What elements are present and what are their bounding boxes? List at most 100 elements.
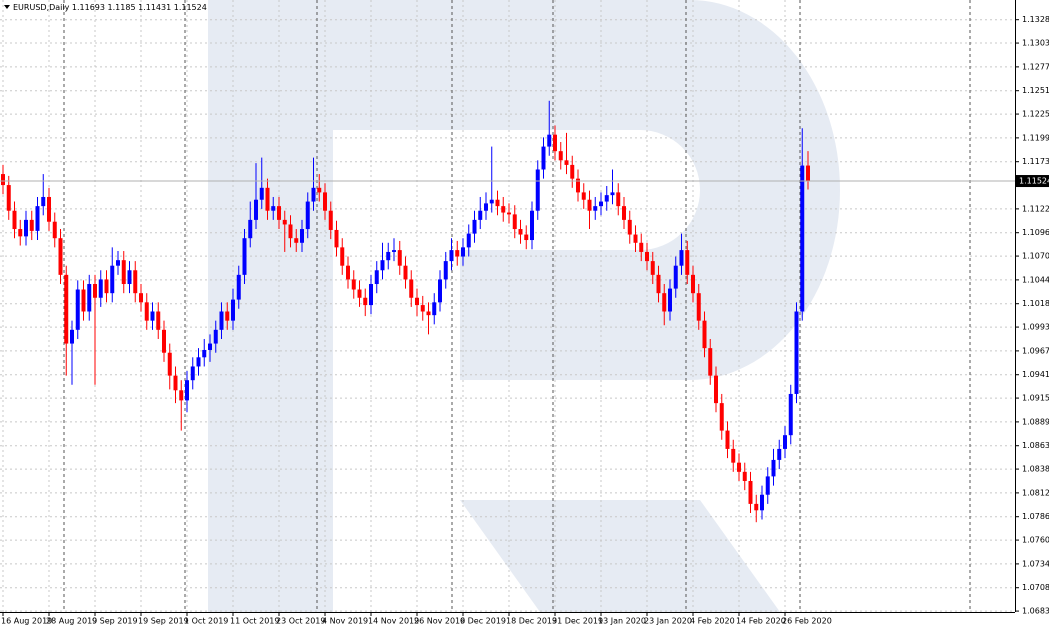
- candle-body: [587, 199, 592, 211]
- x-tick-label: 16 Aug 2019: [1, 617, 52, 626]
- price-label-box: [1016, 175, 1049, 188]
- candle-body: [432, 302, 437, 316]
- x-tick-label: 13 Jan 2020: [598, 617, 646, 626]
- candle-body: [340, 247, 345, 266]
- candle-body: [599, 201, 603, 207]
- candle-body: [1, 174, 5, 186]
- candle-body: [41, 196, 46, 207]
- candle-body: [236, 274, 241, 300]
- y-tick-label: 1.12770: [1022, 62, 1049, 71]
- candle-body: [783, 435, 787, 449]
- candle-body: [110, 265, 115, 294]
- candle-body: [541, 146, 546, 170]
- candle-body: [748, 480, 753, 504]
- candle-body: [742, 471, 747, 481]
- candle-body: [392, 250, 396, 252]
- candle-body: [627, 219, 632, 235]
- candle-body: [144, 302, 149, 321]
- header-low: 1.11431: [138, 3, 171, 12]
- candle-body: [167, 352, 172, 376]
- y-tick-label: 1.07085: [1022, 583, 1049, 592]
- candle-body: [472, 219, 477, 234]
- candle-body: [24, 219, 28, 237]
- x-tick-label: 4 Feb 2020: [690, 617, 735, 626]
- candle-body: [679, 250, 684, 266]
- x-tick-label: 26 Feb 2020: [782, 617, 832, 626]
- x-tick-label: 18 Dec 2019: [506, 617, 557, 626]
- candle-body: [478, 210, 483, 220]
- candle-body: [765, 476, 770, 495]
- x-tick-label: 19 Sep 2019: [138, 617, 189, 626]
- x-tick-label: 9 Sep 2019: [92, 617, 138, 626]
- candle-body: [443, 261, 448, 280]
- candle-body: [133, 270, 138, 294]
- candle-body: [363, 297, 368, 306]
- candle-body: [317, 187, 322, 193]
- y-tick-label: 1.08380: [1022, 465, 1049, 474]
- candle-body: [219, 311, 224, 330]
- x-tick-label: 28 Aug 2019: [46, 617, 97, 626]
- candle-body: [800, 165, 805, 312]
- candle-body: [570, 164, 575, 179]
- header-arrow: [4, 5, 10, 9]
- candle-body: [645, 251, 649, 262]
- y-tick-label: 1.11735: [1022, 157, 1049, 166]
- candle-body: [386, 251, 391, 261]
- candle-body: [300, 229, 304, 243]
- candle-body: [225, 311, 230, 321]
- x-tick-label: 14 Feb 2020: [736, 617, 786, 626]
- candle-body: [305, 201, 310, 230]
- candle-body: [771, 459, 776, 477]
- candle-body: [271, 206, 276, 211]
- candle-body: [231, 299, 235, 321]
- y-tick-label: 1.07345: [1022, 559, 1049, 568]
- y-tick-label: 1.07605: [1022, 536, 1049, 545]
- separators: [63, 0, 971, 612]
- candle-body: [403, 265, 408, 280]
- candle-body: [553, 134, 557, 152]
- candle-body: [685, 250, 690, 275]
- candle-body: [449, 250, 454, 262]
- candle-body: [208, 343, 212, 350]
- candle-body: [116, 260, 120, 266]
- candle-body: [52, 221, 57, 239]
- candle-body: [150, 311, 155, 321]
- y-tick-label: 1.11220: [1022, 204, 1049, 213]
- y-tick-label: 1.09155: [1022, 394, 1049, 403]
- candle-body: [328, 210, 333, 230]
- x-tick-label: 23 Jan 2020: [644, 617, 692, 626]
- candle-body: [282, 219, 287, 225]
- x-tick-label: 26 Nov 2019: [414, 617, 465, 626]
- candle-body: [35, 206, 40, 231]
- candle-body: [691, 274, 695, 294]
- candle-body: [530, 210, 534, 241]
- candle-body: [495, 199, 500, 207]
- candle-body: [760, 494, 764, 511]
- candle-body: [12, 210, 17, 230]
- candle-body: [639, 242, 644, 252]
- candle-body: [806, 165, 810, 182]
- y-tick-label: 1.12510: [1022, 86, 1049, 95]
- candle-body: [369, 284, 373, 306]
- candle-body: [196, 357, 201, 367]
- chart-header: EURUSD,Daily 1.11693 1.1185 1.11431 1.11…: [13, 3, 207, 12]
- candle-body: [754, 503, 759, 511]
- candle-body: [357, 289, 362, 298]
- y-tick-label: 1.11995: [1022, 133, 1049, 142]
- watermark: [208, 0, 840, 612]
- candle-body: [409, 279, 414, 298]
- y-tick-label: 1.10185: [1022, 299, 1049, 308]
- header-high: 1.1185: [108, 3, 136, 12]
- candle-body: [81, 289, 86, 312]
- candle-body: [610, 192, 615, 196]
- candle-body: [737, 462, 741, 472]
- candle-body: [351, 279, 356, 290]
- candle-body: [254, 199, 258, 220]
- candle-body: [650, 261, 655, 275]
- candle-body: [259, 187, 264, 200]
- candle-body: [18, 229, 23, 237]
- candle-body: [294, 238, 299, 243]
- candle-body: [139, 293, 143, 303]
- candle-body: [58, 238, 63, 275]
